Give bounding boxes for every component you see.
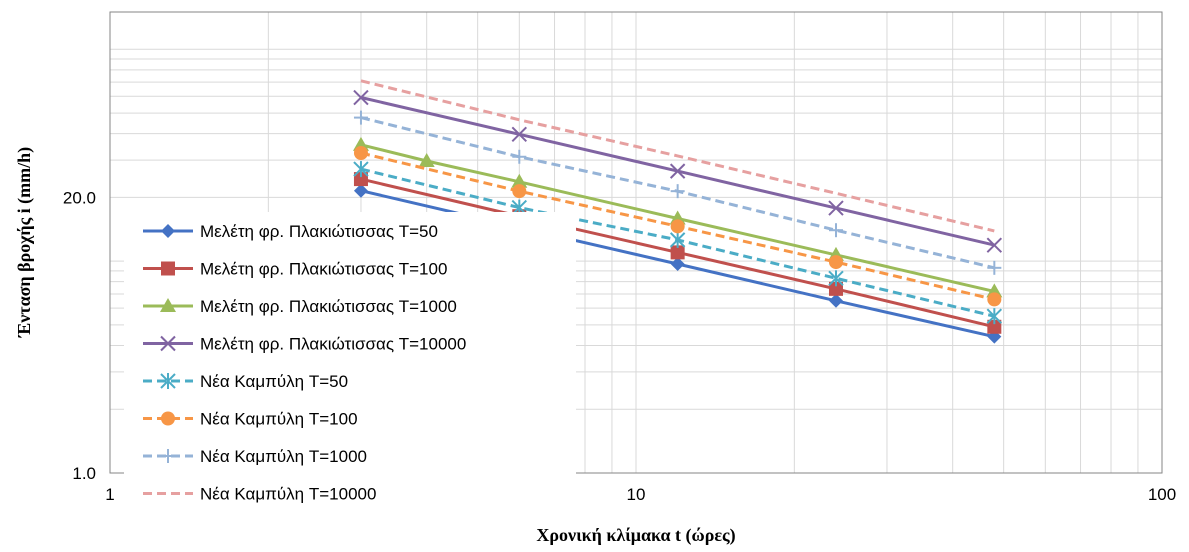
series-line bbox=[360, 79, 995, 233]
data-point-plus bbox=[670, 184, 685, 199]
data-point-x bbox=[986, 237, 1003, 253]
legend: Μελέτη φρ. Πλακιώτισσας T=50 Μελέτη φρ. Π… bbox=[124, 212, 576, 512]
series-6 bbox=[353, 145, 1002, 307]
tick-labels: 1 10 100 1.0 20.0 bbox=[63, 188, 1176, 504]
data-point-circle bbox=[353, 145, 368, 160]
x-tick-label: 1 bbox=[105, 485, 114, 504]
legend-label: Μελέτη φρ. Πλακιώτισσας T=50 bbox=[200, 222, 438, 241]
marker-stroke bbox=[986, 237, 1003, 253]
data-point-square bbox=[987, 319, 1002, 334]
data-point-circle bbox=[987, 292, 1002, 307]
data-point-triangle bbox=[511, 173, 528, 188]
legend-item: Νέα Καμπύλη T=100 bbox=[143, 410, 358, 429]
legend-label: Μελέτη φρ. Πλακιώτισσας T=100 bbox=[200, 260, 447, 279]
data-point-diamond bbox=[670, 256, 685, 271]
legend-label: Μελέτη φρ. Πλακιώτισσας T=10000 bbox=[200, 335, 466, 354]
data-point-star bbox=[353, 161, 369, 178]
y-axis-title: Ένταση βροχής i (mm/h) bbox=[14, 147, 35, 338]
data-point-triangle bbox=[160, 298, 176, 312]
y-tick-label: 20.0 bbox=[63, 188, 96, 207]
series-5 bbox=[353, 161, 1003, 325]
data-point-x bbox=[511, 126, 528, 143]
series-8 bbox=[360, 79, 995, 233]
marker-stroke bbox=[353, 89, 369, 106]
series-4 bbox=[353, 89, 1003, 253]
data-point-plus bbox=[353, 110, 368, 125]
marker-stroke bbox=[828, 200, 844, 216]
data-point-triangle bbox=[418, 152, 435, 167]
legend-item: Μελέτη φρ. Πλακιώτισσας T=50 bbox=[143, 222, 438, 241]
legend-item: Νέα Καμπύλη T=10000 bbox=[143, 485, 376, 504]
legend-label: Νέα Καμπύλη T=50 bbox=[200, 372, 348, 391]
series-lines bbox=[352, 79, 1003, 344]
data-point-x bbox=[828, 200, 844, 216]
data-point-star bbox=[160, 373, 176, 389]
data-point-square bbox=[353, 172, 368, 187]
marker-stroke bbox=[160, 335, 176, 352]
data-point-plus bbox=[828, 223, 843, 238]
data-point-star bbox=[986, 308, 1003, 325]
data-point-x bbox=[353, 89, 369, 106]
legend-label: Νέα Καμπύλη T=100 bbox=[200, 410, 358, 429]
data-point-diamond bbox=[353, 183, 368, 198]
series-7 bbox=[353, 110, 1002, 275]
data-point-diamond bbox=[828, 293, 843, 308]
x-axis-title: Χρονική κλίμακα t (ώρες) bbox=[536, 525, 735, 546]
series-line bbox=[360, 143, 995, 293]
data-point-x bbox=[669, 163, 686, 179]
legend-item: Νέα Καμπύλη T=50 bbox=[143, 372, 348, 391]
data-point-circle bbox=[512, 184, 527, 199]
data-point-diamond bbox=[161, 224, 175, 238]
legend-label: Μελέτη φρ. Πλακιώτισσας T=1000 bbox=[200, 297, 457, 316]
legend-item: Μελέτη φρ. Πλακιώτισσας T=100 bbox=[143, 260, 447, 279]
y-tick-label: 1.0 bbox=[72, 464, 96, 483]
data-point-circle bbox=[161, 411, 175, 426]
data-point-plus bbox=[161, 449, 175, 463]
data-point-plus bbox=[987, 260, 1002, 275]
data-point-plus bbox=[512, 149, 527, 164]
legend-item: Μελέτη φρ. Πλακιώτισσας T=1000 bbox=[143, 297, 457, 316]
data-point-square bbox=[828, 281, 843, 296]
data-point-star bbox=[828, 270, 844, 287]
series-2 bbox=[353, 172, 1002, 334]
marker-stroke bbox=[511, 126, 528, 143]
legend-label: Νέα Καμπύλη T=1000 bbox=[200, 447, 367, 466]
data-point-circle bbox=[670, 219, 685, 234]
data-point-star bbox=[669, 231, 686, 248]
data-point-square bbox=[670, 245, 685, 260]
data-point-x bbox=[160, 335, 176, 352]
legend-item: Μελέτη φρ. Πλακιώτισσας T=10000 bbox=[143, 335, 466, 354]
data-point-circle bbox=[828, 255, 843, 270]
data-point-square bbox=[161, 261, 175, 276]
legend-item: Νέα Καμπύλη T=1000 bbox=[143, 447, 367, 466]
plot-area-border bbox=[109, 11, 1163, 474]
legend-label: Νέα Καμπύλη T=10000 bbox=[200, 485, 376, 504]
legend-background bbox=[124, 212, 576, 512]
x-tick-label: 10 bbox=[627, 485, 646, 504]
x-tick-label: 100 bbox=[1148, 485, 1176, 504]
marker-stroke bbox=[669, 163, 686, 179]
